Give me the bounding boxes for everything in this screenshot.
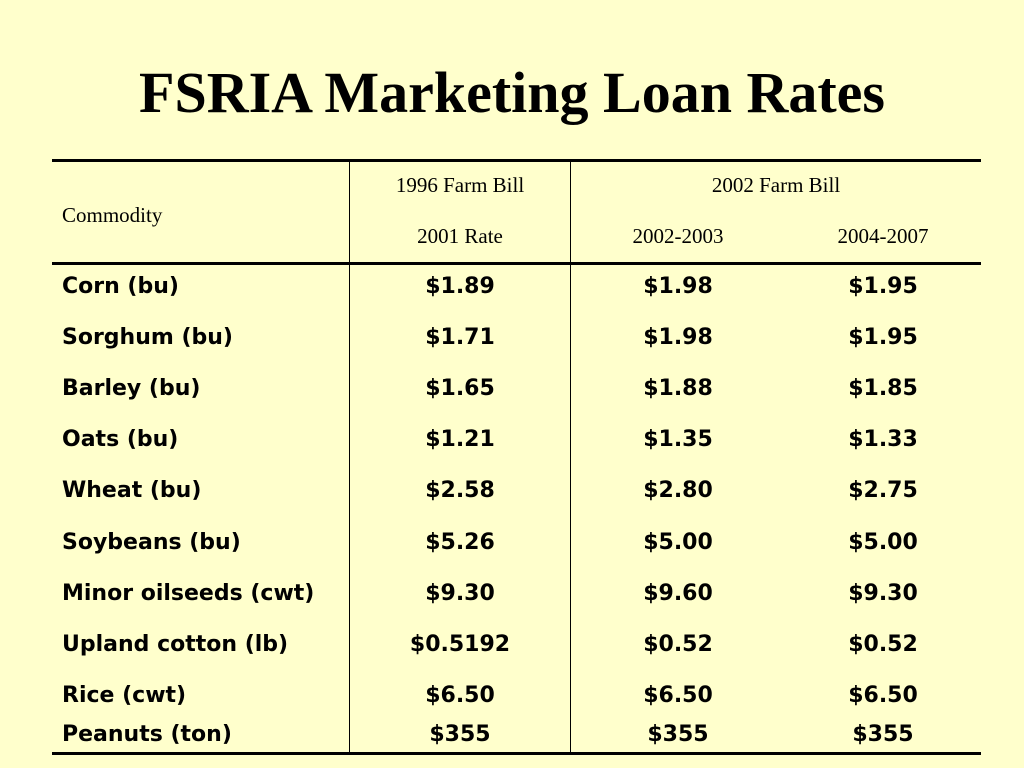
table-row: Sorghum (bu) $1.71 $1.98 $1.95 [52, 323, 981, 353]
rate-2004-2007-cell: $2.75 [848, 478, 918, 503]
commodity-cell: Upland cotton (lb) [62, 632, 289, 657]
rate-2002-2003-cell: $6.50 [643, 683, 713, 708]
rate-2004-2007-cell: $9.30 [848, 581, 918, 606]
table-row: Minor oilseeds (cwt) $9.30 $9.60 $9.30 [52, 579, 981, 609]
table-row: Wheat (bu) $2.58 $2.80 $2.75 [52, 476, 981, 506]
table-row: Peanuts (ton) $355 $355 $355 [52, 720, 981, 750]
rate-2001-cell: $9.30 [425, 581, 495, 606]
rate-2001-cell: $6.50 [425, 683, 495, 708]
header-2002-2003: 2002-2003 [632, 224, 724, 248]
table-top-rule [52, 159, 981, 162]
header-commodity: Commodity [62, 203, 163, 227]
rate-2002-2003-cell: $1.98 [643, 325, 713, 350]
commodity-cell: Minor oilseeds (cwt) [62, 581, 315, 606]
commodity-cell: Sorghum (bu) [62, 325, 233, 350]
column-divider-1 [349, 162, 350, 752]
rate-2004-2007-cell: $0.52 [848, 632, 918, 657]
rate-2001-cell: $1.71 [425, 325, 495, 350]
table-row: Soybeans (bu) $5.26 $5.00 $5.00 [52, 528, 981, 558]
rate-2004-2007-cell: $1.95 [848, 325, 918, 350]
header-1996-farm-bill: 1996 Farm Bill [395, 173, 525, 197]
rate-2002-2003-cell: $0.52 [643, 632, 713, 657]
rate-2002-2003-cell: $1.88 [643, 376, 713, 401]
commodity-cell: Oats (bu) [62, 427, 179, 452]
header-bottom-rule [52, 262, 981, 265]
rate-2004-2007-cell: $5.00 [848, 530, 918, 555]
header-2001-rate: 2001 Rate [417, 224, 503, 248]
rate-2002-2003-cell: $1.35 [643, 427, 713, 452]
table-row: Upland cotton (lb) $0.5192 $0.52 $0.52 [52, 630, 981, 660]
rate-2001-cell: $1.21 [425, 427, 495, 452]
rate-2004-2007-cell: $1.85 [848, 376, 918, 401]
commodity-cell: Barley (bu) [62, 376, 201, 401]
rate-2004-2007-cell: $6.50 [848, 683, 918, 708]
table-row: Oats (bu) $1.21 $1.35 $1.33 [52, 425, 981, 455]
table-row: Corn (bu) $1.89 $1.98 $1.95 [52, 272, 981, 302]
rate-2002-2003-cell: $2.80 [643, 478, 713, 503]
rate-2001-cell: $5.26 [425, 530, 495, 555]
commodity-cell: Wheat (bu) [62, 478, 202, 503]
rate-2001-cell: $2.58 [425, 478, 495, 503]
rate-2001-cell: $0.5192 [409, 632, 511, 657]
loan-rates-table: Commodity 1996 Farm Bill 2002 Farm Bill … [52, 159, 981, 756]
rate-2001-cell: $1.65 [425, 376, 495, 401]
table-row: Rice (cwt) $6.50 $6.50 $6.50 [52, 681, 981, 711]
rate-2004-2007-cell: $1.33 [848, 427, 918, 452]
commodity-cell: Soybeans (bu) [62, 530, 241, 555]
table-bottom-rule [52, 752, 981, 755]
commodity-cell: Rice (cwt) [62, 683, 187, 708]
commodity-cell: Corn (bu) [62, 274, 179, 299]
rate-2002-2003-cell: $355 [647, 722, 709, 747]
table-row: Barley (bu) $1.65 $1.88 $1.85 [52, 374, 981, 404]
rate-2001-cell: $355 [429, 722, 491, 747]
rate-2002-2003-cell: $9.60 [643, 581, 713, 606]
rate-2002-2003-cell: $1.98 [643, 274, 713, 299]
header-2002-farm-bill: 2002 Farm Bill [711, 173, 841, 197]
column-divider-2 [570, 162, 571, 752]
rate-2004-2007-cell: $1.95 [848, 274, 918, 299]
commodity-cell: Peanuts (ton) [62, 722, 232, 747]
header-2004-2007: 2004-2007 [837, 224, 929, 248]
rate-2004-2007-cell: $355 [852, 722, 914, 747]
rate-2002-2003-cell: $5.00 [643, 530, 713, 555]
page-title: FSRIA Marketing Loan Rates [139, 60, 885, 125]
rate-2001-cell: $1.89 [425, 274, 495, 299]
